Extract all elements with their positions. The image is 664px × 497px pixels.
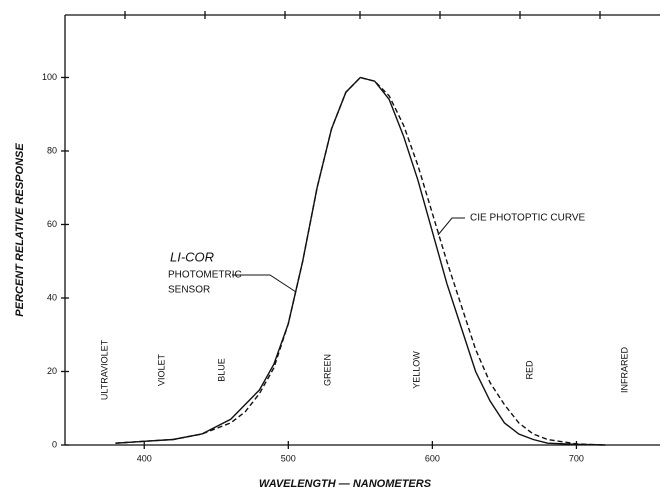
top-ticks <box>124 11 601 19</box>
band-label: YELLOW <box>411 351 421 389</box>
line <box>115 76 606 446</box>
band-label: BLUE <box>216 358 226 382</box>
line <box>115 76 606 446</box>
x-tick-label: 700 <box>569 453 584 463</box>
x-tick-label: 600 <box>425 453 440 463</box>
leader-line <box>437 217 465 236</box>
y-tick-label: 20 <box>47 366 57 376</box>
y-tick-label: 80 <box>47 145 57 155</box>
annotation: PHOTOMETRIC <box>168 270 242 281</box>
band-label: VIOLET <box>156 353 166 386</box>
y-tick-label: 40 <box>47 292 57 302</box>
series-label: CIE PHOTOPTIC CURVE <box>470 213 586 224</box>
x-axis-label: WAVELENGTH — NANOMETERS <box>259 478 432 490</box>
y-tick-label: 100 <box>42 72 57 82</box>
y-tick-label: 0 <box>52 439 57 449</box>
band-label: INFRARED <box>619 347 629 394</box>
band-label: RED <box>524 360 534 380</box>
series-label: LI-COR <box>170 249 214 264</box>
band-label: GREEN <box>322 354 332 386</box>
y-axis-label: PERCENT RELATIVE RESPONSE <box>14 143 26 317</box>
x-tick-label: 400 <box>137 453 152 463</box>
x-tick-label: 500 <box>281 453 296 463</box>
y-tick-label: 60 <box>47 219 57 229</box>
leader-line <box>232 274 297 293</box>
band-label: ULTRAVIOLET <box>99 339 109 400</box>
annotation: SENSOR <box>168 285 210 296</box>
